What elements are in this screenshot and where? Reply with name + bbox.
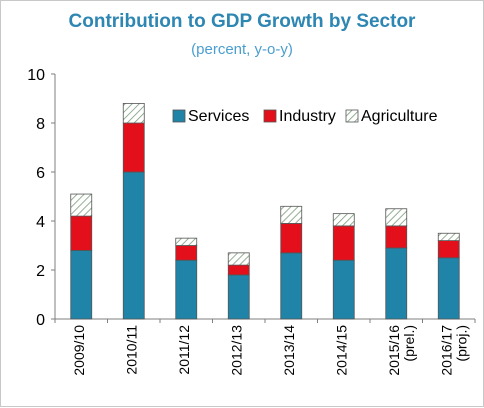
y-tick-label: 8 bbox=[36, 116, 45, 133]
bar-agriculture bbox=[280, 205, 303, 224]
bar-industry bbox=[122, 122, 145, 173]
bar-industry bbox=[227, 264, 250, 276]
bar-services bbox=[332, 259, 355, 320]
bar-services bbox=[70, 249, 93, 320]
bar-agriculture bbox=[122, 103, 145, 124]
legend-label-services: Services bbox=[188, 108, 249, 125]
x-tick-label: 2013/14 bbox=[281, 325, 297, 376]
bar-agriculture bbox=[227, 252, 250, 266]
bar-agriculture bbox=[385, 208, 408, 227]
legend-label-agriculture: Agriculture bbox=[361, 108, 438, 125]
chart-title: Contribution to GDP Growth by Sector bbox=[68, 11, 416, 32]
chart-subtitle: (percent, y-o-y) bbox=[191, 41, 293, 58]
bar-services bbox=[437, 257, 460, 320]
bar-agriculture bbox=[332, 213, 355, 227]
legend-label-industry: Industry bbox=[279, 108, 336, 125]
x-tick-label: (prel.) bbox=[401, 325, 417, 362]
x-tick-label: 2012/13 bbox=[228, 325, 244, 376]
bar-agriculture bbox=[437, 232, 460, 241]
bar-industry bbox=[175, 245, 198, 261]
x-tick-label: 2016/17 bbox=[438, 325, 454, 376]
x-tick-label: 2009/10 bbox=[71, 325, 87, 376]
x-tick-label: (proj.) bbox=[453, 325, 469, 362]
x-tick-label: 2014/15 bbox=[333, 325, 349, 376]
x-tick-label: 2011/12 bbox=[176, 325, 192, 375]
bar-agriculture bbox=[70, 193, 93, 217]
bar-industry bbox=[332, 225, 355, 261]
bar-agriculture bbox=[175, 237, 198, 246]
bar-industry bbox=[70, 215, 93, 251]
legend-swatch-industry bbox=[263, 109, 277, 123]
y-tick-label: 6 bbox=[36, 165, 45, 182]
y-tick-label: 0 bbox=[36, 312, 45, 329]
bar-services bbox=[227, 274, 250, 320]
bar-services bbox=[175, 259, 198, 320]
x-tick-label: 2015/16 bbox=[386, 325, 402, 376]
bar-industry bbox=[280, 223, 303, 254]
bar-industry bbox=[385, 225, 408, 249]
bar-industry bbox=[437, 240, 460, 259]
bar-services bbox=[122, 171, 145, 320]
bar-services bbox=[280, 252, 303, 320]
legend-swatch-services bbox=[172, 109, 186, 123]
y-tick-label: 2 bbox=[36, 263, 45, 280]
y-tick-label: 10 bbox=[27, 67, 45, 84]
legend-swatch-agriculture bbox=[345, 109, 359, 123]
x-tick-label: 2010/11 bbox=[123, 325, 139, 375]
y-tick-label: 4 bbox=[36, 214, 45, 231]
bar-services bbox=[385, 247, 408, 320]
